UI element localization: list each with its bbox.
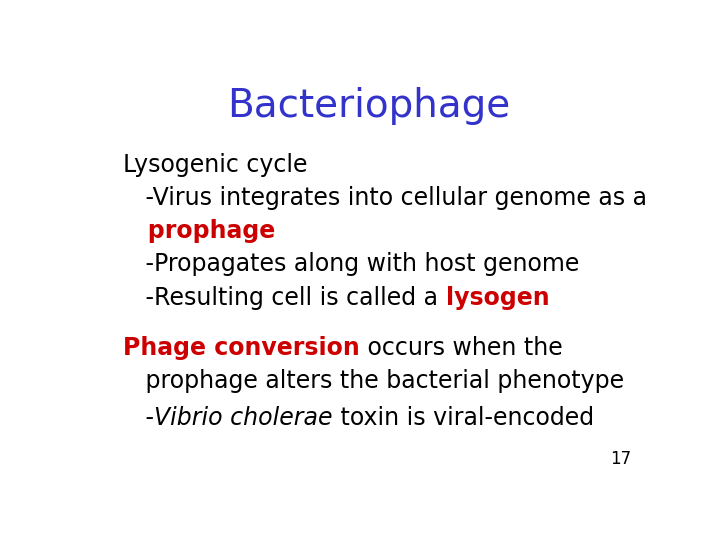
Text: toxin is viral-encoded: toxin is viral-encoded <box>333 406 594 430</box>
Text: -Resulting cell is called a: -Resulting cell is called a <box>124 286 446 309</box>
Text: prophage: prophage <box>124 219 276 243</box>
Text: Lysogenic cycle: Lysogenic cycle <box>124 153 308 177</box>
Text: Vibrio cholerae: Vibrio cholerae <box>155 406 333 430</box>
Text: 17: 17 <box>610 450 631 468</box>
Text: Phage conversion: Phage conversion <box>124 335 360 360</box>
Text: lysogen: lysogen <box>446 286 549 309</box>
Text: prophage alters the bacterial phenotype: prophage alters the bacterial phenotype <box>124 369 625 393</box>
Text: -Propagates along with host genome: -Propagates along with host genome <box>124 252 580 276</box>
Text: -: - <box>124 406 155 430</box>
Text: occurs when the: occurs when the <box>360 335 563 360</box>
Text: -Virus integrates into cellular genome as a: -Virus integrates into cellular genome a… <box>124 186 647 210</box>
Text: Bacteriophage: Bacteriophage <box>228 87 510 125</box>
